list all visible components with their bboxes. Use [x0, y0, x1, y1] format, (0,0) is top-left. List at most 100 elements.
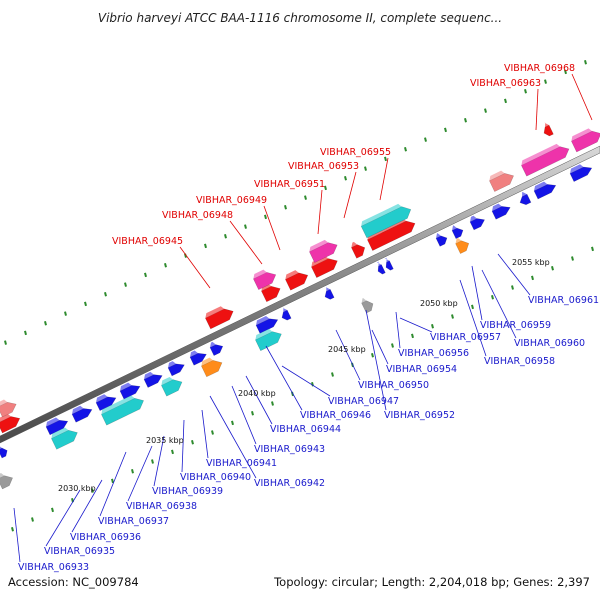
gene-label: VIBHAR_06944: [270, 424, 341, 435]
tick-mark-top-row: [164, 263, 167, 268]
tick-mark-top-row: [24, 330, 27, 336]
tick-mark-bottom-row: [451, 314, 454, 319]
scale-label: 2050 kbp: [420, 299, 458, 308]
gene-arrow: [201, 357, 223, 378]
gene-arrow: [209, 341, 224, 356]
leader-line: [459, 279, 487, 357]
gene-arrow: [451, 225, 464, 239]
gene-arrow: [385, 257, 394, 271]
leader-line: [127, 445, 153, 502]
gene-label: VIBHAR_06963: [470, 78, 541, 89]
gene-arrow: [569, 164, 593, 182]
leader-line: [45, 489, 81, 547]
gene-label: VIBHAR_06948: [162, 210, 233, 221]
gene-arrow: [119, 382, 141, 400]
leader-line: [343, 171, 357, 219]
gene-arrow: [469, 215, 485, 231]
gene-label: VIBHAR_06946: [300, 410, 371, 421]
scale-label: 2040 kbp: [238, 389, 276, 398]
tick-mark-top-row: [304, 195, 307, 200]
tick-mark-bottom-row: [251, 410, 254, 416]
gene-arrow: [143, 371, 163, 388]
tick-mark-top-row: [464, 118, 467, 123]
tick-mark-bottom-row: [171, 449, 174, 455]
gene-label: VIBHAR_06959: [480, 320, 551, 331]
tick-mark-bottom-row: [431, 323, 434, 329]
gene-label: VIBHAR_06956: [398, 348, 469, 359]
leader-line: [209, 395, 257, 479]
gene-arrow: [351, 241, 366, 259]
leader-line: [379, 157, 389, 201]
gene-label: VIBHAR_06953: [288, 161, 359, 172]
leader-line: [317, 189, 323, 235]
gene-features: [0, 122, 600, 490]
gene-arrow: [435, 233, 448, 247]
leader-line: [201, 409, 209, 459]
gene-label: VIBHAR_06947: [328, 396, 399, 407]
tick-mark-top-row: [4, 340, 7, 345]
tick-mark-top-row: [44, 321, 47, 326]
tick-mark-top-row: [344, 176, 347, 181]
leader-line: [571, 73, 593, 121]
gene-arrow: [253, 269, 277, 291]
gene-arrow: [281, 307, 292, 321]
gene-arrow: [95, 394, 117, 412]
gene-arrow: [367, 218, 416, 251]
gene-arrow: [360, 203, 412, 239]
gene-label: VIBHAR_06961: [528, 295, 599, 306]
leader-line: [535, 88, 539, 131]
gene-arrow: [51, 427, 78, 450]
gene-arrow: [0, 472, 13, 490]
gene-label: VIBHAR_06945: [112, 236, 183, 247]
tick-mark-bottom-row: [571, 256, 574, 261]
label-leader-lines: [13, 73, 593, 563]
leader-line: [399, 317, 433, 333]
gene-label: VIBHAR_06936: [70, 532, 141, 543]
gene-label: VIBHAR_06940: [180, 472, 251, 483]
gene-arrow: [285, 270, 309, 291]
tick-mark-bottom-row: [131, 468, 134, 474]
tick-mark-top-row: [244, 224, 247, 229]
gene-label: VIBHAR_06941: [206, 458, 277, 469]
tick-mark-top-row: [324, 185, 327, 191]
scale-label: 2035 kbp: [146, 436, 184, 445]
gene-arrow: [45, 417, 69, 436]
gene-arrow: [543, 122, 554, 137]
leader-line: [99, 451, 127, 517]
tick-mark-bottom-row: [331, 372, 334, 377]
tick-mark-top-row: [444, 127, 447, 133]
gene-arrow: [571, 128, 600, 153]
tick-mark-top-row: [504, 98, 507, 104]
gene-label: VIBHAR_06935: [44, 546, 115, 557]
backbone-line: [0, 145, 600, 444]
tick-mark-top-row: [364, 166, 367, 171]
tick-mark-top-row: [104, 292, 107, 297]
gene-label: VIBHAR_06955: [320, 147, 391, 158]
gene-arrow: [71, 405, 93, 423]
leader-line: [231, 385, 257, 445]
tick-mark-bottom-row: [271, 401, 274, 406]
tick-mark-top-row: [404, 147, 407, 152]
tick-mark-top-row: [524, 89, 527, 94]
tick-mark-bottom-row: [411, 333, 414, 339]
gene-arrow: [167, 361, 185, 377]
gene-label: VIBHAR_06949: [196, 195, 267, 206]
gene-label: VIBHAR_06957: [430, 332, 501, 343]
leader-line: [497, 253, 531, 296]
topology-summary: Topology: circular; Length: 2,204,018 bp…: [273, 575, 590, 589]
scale-labels: 2030 kbp 2035 kbp 2040 kbp 2045 kbp 2050 kbp…: [58, 258, 550, 493]
gene-arrow: [205, 306, 234, 330]
scale-label: 2030 kbp: [58, 484, 96, 493]
gene-label: VIBHAR_06951: [254, 179, 325, 190]
leader-line: [471, 265, 483, 321]
tick-mark-bottom-row: [191, 439, 194, 445]
gene-arrow: [311, 255, 338, 278]
leader-line: [71, 479, 103, 533]
tick-mark-top-row: [544, 79, 547, 84]
map-title: Vibrio harveyi ATCC BAA-1116 chromosome …: [98, 11, 502, 25]
gene-arrow: [519, 191, 532, 206]
gene-labels-top: VIBHAR_06945 VIBHAR_06948 VIBHAR_06949 VIBH…: [112, 63, 575, 247]
gene-arrow: [377, 261, 386, 275]
tick-mark-bottom-row: [371, 352, 374, 358]
gene-label: VIBHAR_06952: [384, 410, 455, 421]
